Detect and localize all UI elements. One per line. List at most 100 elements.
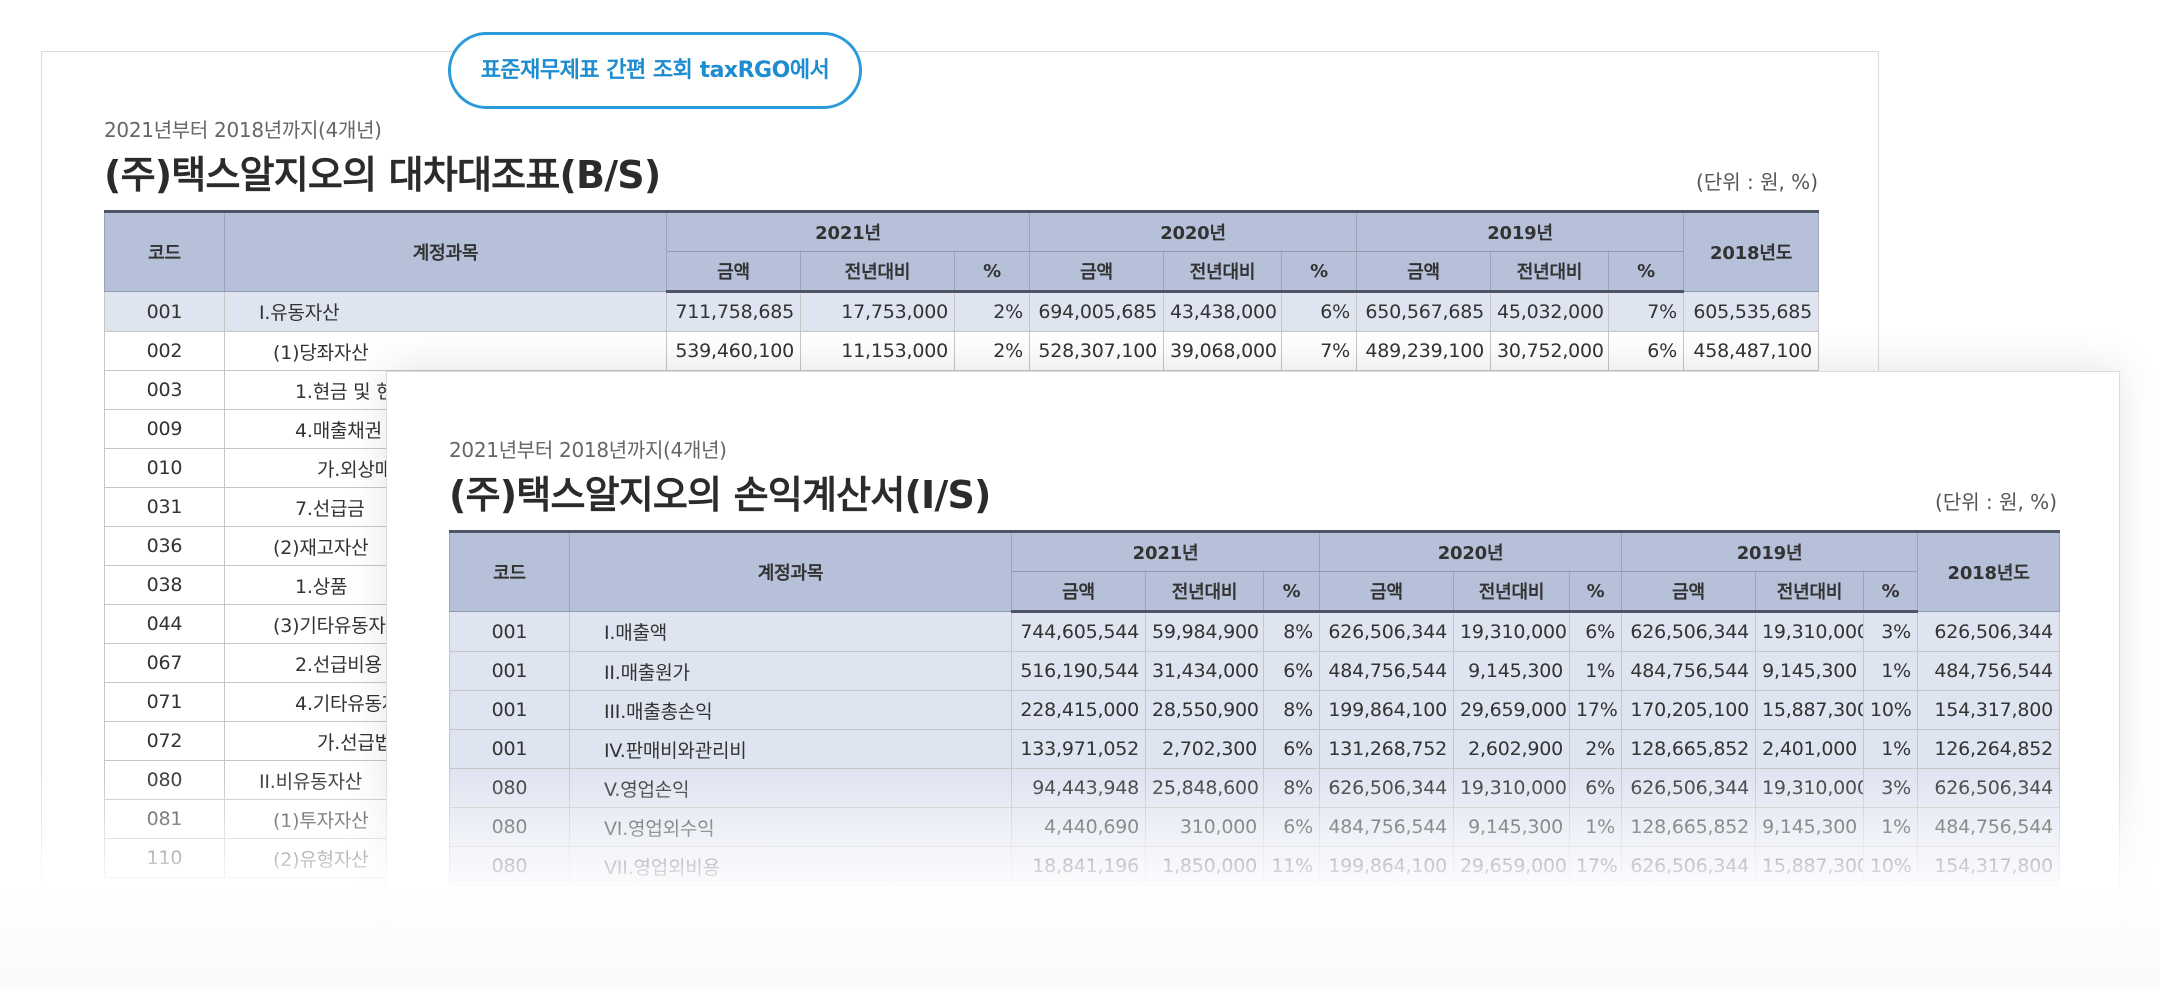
account-name: VII.영업외비용 <box>569 846 1012 886</box>
value-cell: 605,535,685 <box>1683 291 1820 332</box>
value-cell: 10% <box>1863 846 1919 886</box>
account-name: II.매출원가 <box>569 651 1012 691</box>
table-row: 080 V.영업손익 94,443,948 25,848,600 8% 626,506,3… <box>449 768 2061 808</box>
value-cell: 199,864,100 <box>1319 846 1455 886</box>
value-cell: 6% <box>1569 768 1623 808</box>
header-yoy: 전년대비 <box>1163 251 1283 293</box>
header-amount: 금액 <box>1319 571 1455 613</box>
header-amount: 금액 <box>1356 251 1492 293</box>
value-cell: 11,153,000 <box>800 331 955 371</box>
value-cell: 484,756,544 <box>1319 651 1455 691</box>
account-code: 003 <box>104 370 225 410</box>
account-code: 031 <box>104 487 225 527</box>
value-cell: 19,310,000 <box>1755 768 1865 808</box>
account-name: (1)당좌자산 <box>224 331 667 371</box>
table-row: 001 I.유동자산 711,758,685 17,753,000 2% 694,005,… <box>104 291 1820 332</box>
value-cell: 170,205,100 <box>1621 690 1757 730</box>
value-cell: 458,487,100 <box>1683 331 1820 371</box>
account-code: 067 <box>104 643 225 683</box>
value-cell: 31,434,000 <box>1145 651 1264 691</box>
value-cell: 10% <box>1863 690 1919 730</box>
account-code: 071 <box>104 682 225 722</box>
value-cell: 45,032,000 <box>1490 291 1610 332</box>
value-cell: 29,659,000 <box>1453 846 1571 886</box>
value-cell: 626,506,344 <box>1917 611 2061 652</box>
account-code: 001 <box>104 291 225 332</box>
value-cell: 310,000 <box>1145 807 1264 847</box>
account-code: 010 <box>104 448 225 488</box>
value-cell: 11% <box>1262 846 1321 886</box>
value-cell: 6% <box>1262 729 1321 769</box>
header-amount: 금액 <box>1029 251 1165 293</box>
account-code: 036 <box>104 526 225 566</box>
value-cell: 9,145,300 <box>1453 651 1571 691</box>
value-cell: 1% <box>1569 807 1623 847</box>
account-name: I.매출액 <box>569 611 1012 652</box>
value-cell: 154,317,800 <box>1917 690 2061 730</box>
account-name: III.매출총손익 <box>569 690 1012 730</box>
income-statement-table: 코드 계정과목 2021년 2020년 2019년 2018년도 금액 전년대비… <box>449 530 2061 886</box>
header-amount: 금액 <box>666 251 801 293</box>
table-row: 002 (1)당좌자산 539,460,100 11,153,000 2% 528,307… <box>104 331 1820 371</box>
value-cell: 59,984,900 <box>1145 611 1264 652</box>
table-row: 080 VI.영업외수익 4,440,690 310,000 6% 484,756,544… <box>449 807 2061 847</box>
account-code: 002 <box>104 331 225 371</box>
taxrgo-badge: 표준재무제표 간편 조회 taxRGO에서 <box>448 32 862 109</box>
header-yoy: 전년대비 <box>1755 571 1865 613</box>
value-cell: 539,460,100 <box>666 331 801 371</box>
account-code: 080 <box>449 807 570 847</box>
bs-unit-label: (단위 : 원, %) <box>1696 170 1818 194</box>
value-cell: 25,848,600 <box>1145 768 1264 808</box>
value-cell: 9,145,300 <box>1755 807 1865 847</box>
value-cell: 30,752,000 <box>1490 331 1610 371</box>
header-year-2021: 2021년 <box>1010 530 1321 572</box>
account-code: 044 <box>104 604 225 644</box>
account-code: 001 <box>449 690 570 730</box>
header-code: 코드 <box>449 530 570 612</box>
value-cell: 1,850,000 <box>1145 846 1264 886</box>
header-yoy: 전년대비 <box>1490 251 1610 293</box>
value-cell: 128,665,852 <box>1621 807 1757 847</box>
value-cell: 15,887,300 <box>1755 846 1865 886</box>
account-code: 080 <box>104 760 225 800</box>
value-cell: 19,310,000 <box>1453 768 1571 808</box>
is-period-subtitle: 2021년부터 2018년까지(4개년) <box>449 438 727 462</box>
account-code: 110 <box>104 838 225 878</box>
header-year-2019: 2019년 <box>1621 530 1919 572</box>
value-cell: 43,438,000 <box>1163 291 1283 332</box>
value-cell: 8% <box>1262 690 1321 730</box>
account-code: 001 <box>449 651 570 691</box>
table-row: 080 VII.영업외비용 18,841,196 1,850,000 11% 199,86… <box>449 846 2061 886</box>
value-cell: 17,753,000 <box>800 291 955 332</box>
header-amount: 금액 <box>1011 571 1146 613</box>
header-percent: % <box>1608 251 1685 293</box>
value-cell: 1% <box>1863 807 1919 847</box>
account-name: V.영업손익 <box>569 768 1012 808</box>
value-cell: 6% <box>1281 291 1358 332</box>
value-cell: 8% <box>1262 611 1321 652</box>
header-year-2019: 2019년 <box>1356 210 1685 252</box>
value-cell: 2% <box>953 331 1031 371</box>
value-cell: 626,506,344 <box>1621 768 1757 808</box>
header-yoy: 전년대비 <box>1453 571 1571 613</box>
value-cell: 2% <box>953 291 1031 332</box>
value-cell: 2,702,300 <box>1145 729 1264 769</box>
header-percent: % <box>1569 571 1623 613</box>
account-code: 080 <box>449 768 570 808</box>
value-cell: 2,602,900 <box>1453 729 1571 769</box>
value-cell: 626,506,344 <box>1917 768 2061 808</box>
account-code: 009 <box>104 409 225 449</box>
value-cell: 19,310,000 <box>1453 611 1571 652</box>
header-percent: % <box>1281 251 1358 293</box>
is-unit-label: (단위 : 원, %) <box>1935 490 2057 514</box>
value-cell: 489,239,100 <box>1356 331 1492 371</box>
value-cell: 626,506,344 <box>1319 768 1455 808</box>
header-amount: 금액 <box>1621 571 1757 613</box>
header-code: 코드 <box>104 210 225 292</box>
header-year-2021: 2021년 <box>665 210 1031 252</box>
account-name: VI.영업외수익 <box>569 807 1012 847</box>
header-account: 계정과목 <box>224 210 667 292</box>
value-cell: 228,415,000 <box>1011 690 1146 730</box>
value-cell: 19,310,000 <box>1755 611 1865 652</box>
value-cell: 128,665,852 <box>1621 729 1757 769</box>
